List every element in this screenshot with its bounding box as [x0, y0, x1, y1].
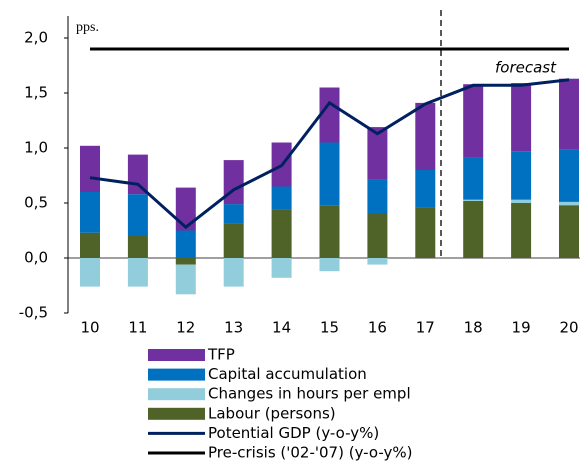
- legend-label: Pre-crisis ('02-'07) (y-o-y%): [208, 444, 412, 462]
- legend-label: TFP: [207, 346, 235, 364]
- y-tick-label: 1,5: [24, 84, 48, 102]
- legend-label: Labour (persons): [208, 404, 336, 422]
- x-tick-label: 12: [176, 319, 195, 337]
- bar-segment: [559, 78, 579, 150]
- legend-swatch: [148, 388, 205, 401]
- bar-segment: [463, 157, 484, 200]
- bar-segment: [367, 258, 388, 265]
- bar-segment: [319, 87, 340, 143]
- bar-segment: [271, 186, 292, 210]
- bar-segment: [271, 209, 292, 258]
- legend-label: Capital accumulation: [208, 365, 367, 383]
- bar-segment: [463, 199, 484, 201]
- x-tick-label: 20: [559, 319, 578, 337]
- bar-segment: [127, 258, 148, 287]
- bar-segment: [367, 127, 388, 180]
- x-tick-label: 14: [272, 319, 291, 337]
- bar-segment: [511, 83, 532, 152]
- legend-label: Potential GDP (y-o-y%): [208, 424, 379, 442]
- axis-label: pps.: [76, 20, 99, 35]
- bar-segment: [80, 192, 100, 233]
- bar-segment: [415, 207, 436, 258]
- bar-segment: [511, 199, 532, 203]
- bar-segment: [367, 214, 388, 258]
- y-tick-label: 1,0: [24, 139, 48, 157]
- x-tick-label: 10: [80, 319, 99, 337]
- legend-swatch: [148, 368, 205, 381]
- bar-segment: [223, 160, 244, 205]
- bar-segment: [80, 232, 100, 258]
- bar-segment: [319, 258, 340, 272]
- bar-segment: [367, 179, 388, 214]
- bar-segment: [463, 84, 484, 158]
- bar-segment: [415, 102, 436, 170]
- x-tick-label: 13: [224, 319, 243, 337]
- bar-segment: [271, 258, 292, 278]
- legend-swatch: [148, 349, 205, 361]
- bar-segment: [559, 149, 579, 202]
- bar-segment: [175, 230, 196, 258]
- x-tick-label: 11: [128, 319, 147, 337]
- y-tick-label: 0,5: [24, 194, 48, 212]
- bar-segment: [127, 154, 148, 195]
- bar-segment: [463, 200, 484, 258]
- bar-segment: [175, 258, 196, 265]
- x-tick-label: 17: [416, 319, 435, 337]
- y-tick-label: 2,0: [24, 29, 48, 47]
- bar-segment: [127, 236, 148, 258]
- legend-label: Changes in hours per empl: [208, 385, 411, 403]
- bar-segment: [175, 264, 196, 295]
- x-tick-label: 15: [320, 319, 339, 337]
- bar-segment: [223, 223, 244, 258]
- bar-segment: [127, 194, 148, 236]
- x-tick-label: 19: [512, 319, 531, 337]
- bar-segment: [175, 187, 196, 231]
- bar-segment: [559, 205, 579, 258]
- bar-segment: [559, 201, 579, 206]
- legend-swatch: [148, 407, 205, 420]
- bar-segment: [511, 151, 532, 200]
- y-tick-label: -0,5: [19, 304, 48, 322]
- line-series: [89, 78, 570, 230]
- bar-segment: [319, 142, 340, 206]
- x-tick-label: 16: [368, 319, 387, 337]
- annotation: forecast: [495, 59, 557, 77]
- bar-segment: [511, 203, 532, 258]
- bar-segment: [80, 145, 100, 192]
- bar-segment: [415, 170, 436, 208]
- bar-segment: [223, 258, 244, 287]
- bar-segment: [80, 258, 100, 287]
- bar-segment: [319, 205, 340, 258]
- bar-segment: [223, 204, 244, 224]
- x-tick-label: 18: [464, 319, 483, 337]
- y-tick-label: 0,0: [24, 249, 48, 267]
